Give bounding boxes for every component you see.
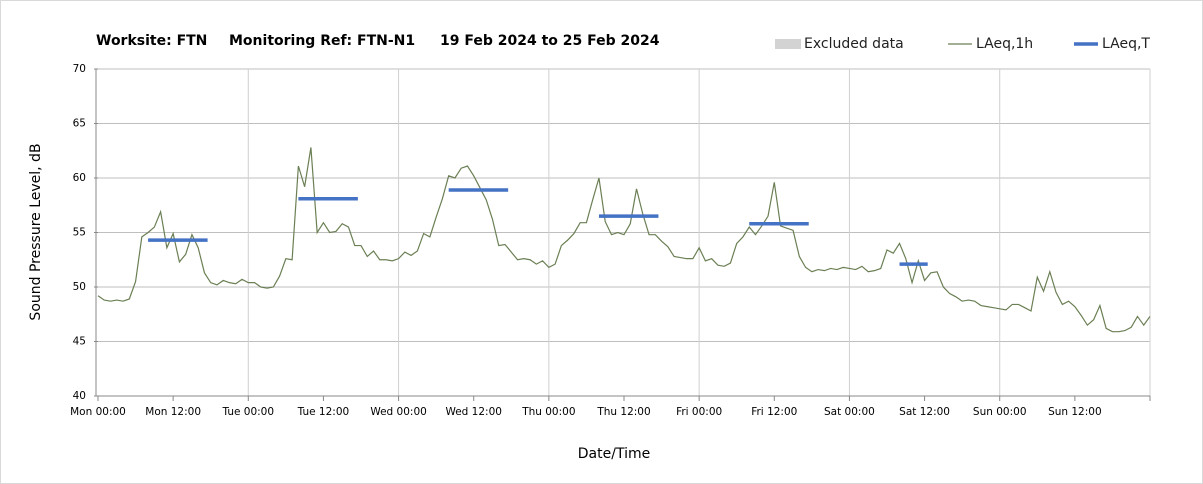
x-tick-label: Sun 00:00 [973,406,1027,418]
x-tick-label: Thu 00:00 [521,406,575,418]
x-tick-label: Fri 00:00 [676,406,722,418]
y-tick-label: 70 [73,63,86,75]
x-tick-label: Wed 00:00 [370,406,427,418]
y-tick-label: 60 [73,172,86,184]
x-tick-label: Mon 12:00 [145,406,201,418]
x-tick-label: Fri 12:00 [751,406,797,418]
title-site: Worksite: FTN [96,33,207,49]
legend-swatch [775,39,801,49]
x-tick-label: Thu 12:00 [596,406,650,418]
x-tick-label: Tue 00:00 [222,406,275,418]
y-axis-title: Sound Pressure Level, dB [28,143,44,320]
x-axis-title: Date/Time [578,446,650,462]
legend-label: LAeq,T [1102,36,1150,52]
legend-label: Excluded data [804,36,904,52]
y-tick-label: 55 [73,227,86,239]
x-tick-label: Mon 00:00 [70,406,126,418]
title-ref: Monitoring Ref: FTN-N1 [229,33,415,49]
x-tick-label: Tue 12:00 [297,406,350,418]
y-tick-label: 40 [73,390,86,402]
legend-label: LAeq,1h [976,36,1033,52]
x-tick-label: Sat 12:00 [899,406,950,418]
y-tick-label: 45 [73,336,86,348]
x-tick-label: Wed 12:00 [445,406,502,418]
x-tick-label: Sat 00:00 [824,406,875,418]
y-tick-label: 65 [73,118,86,130]
x-tick-label: Sun 12:00 [1048,406,1102,418]
line-series [97,147,1151,333]
title-dates: 19 Feb 2024 to 25 Feb 2024 [440,33,660,49]
y-tick-label: 50 [73,281,86,293]
